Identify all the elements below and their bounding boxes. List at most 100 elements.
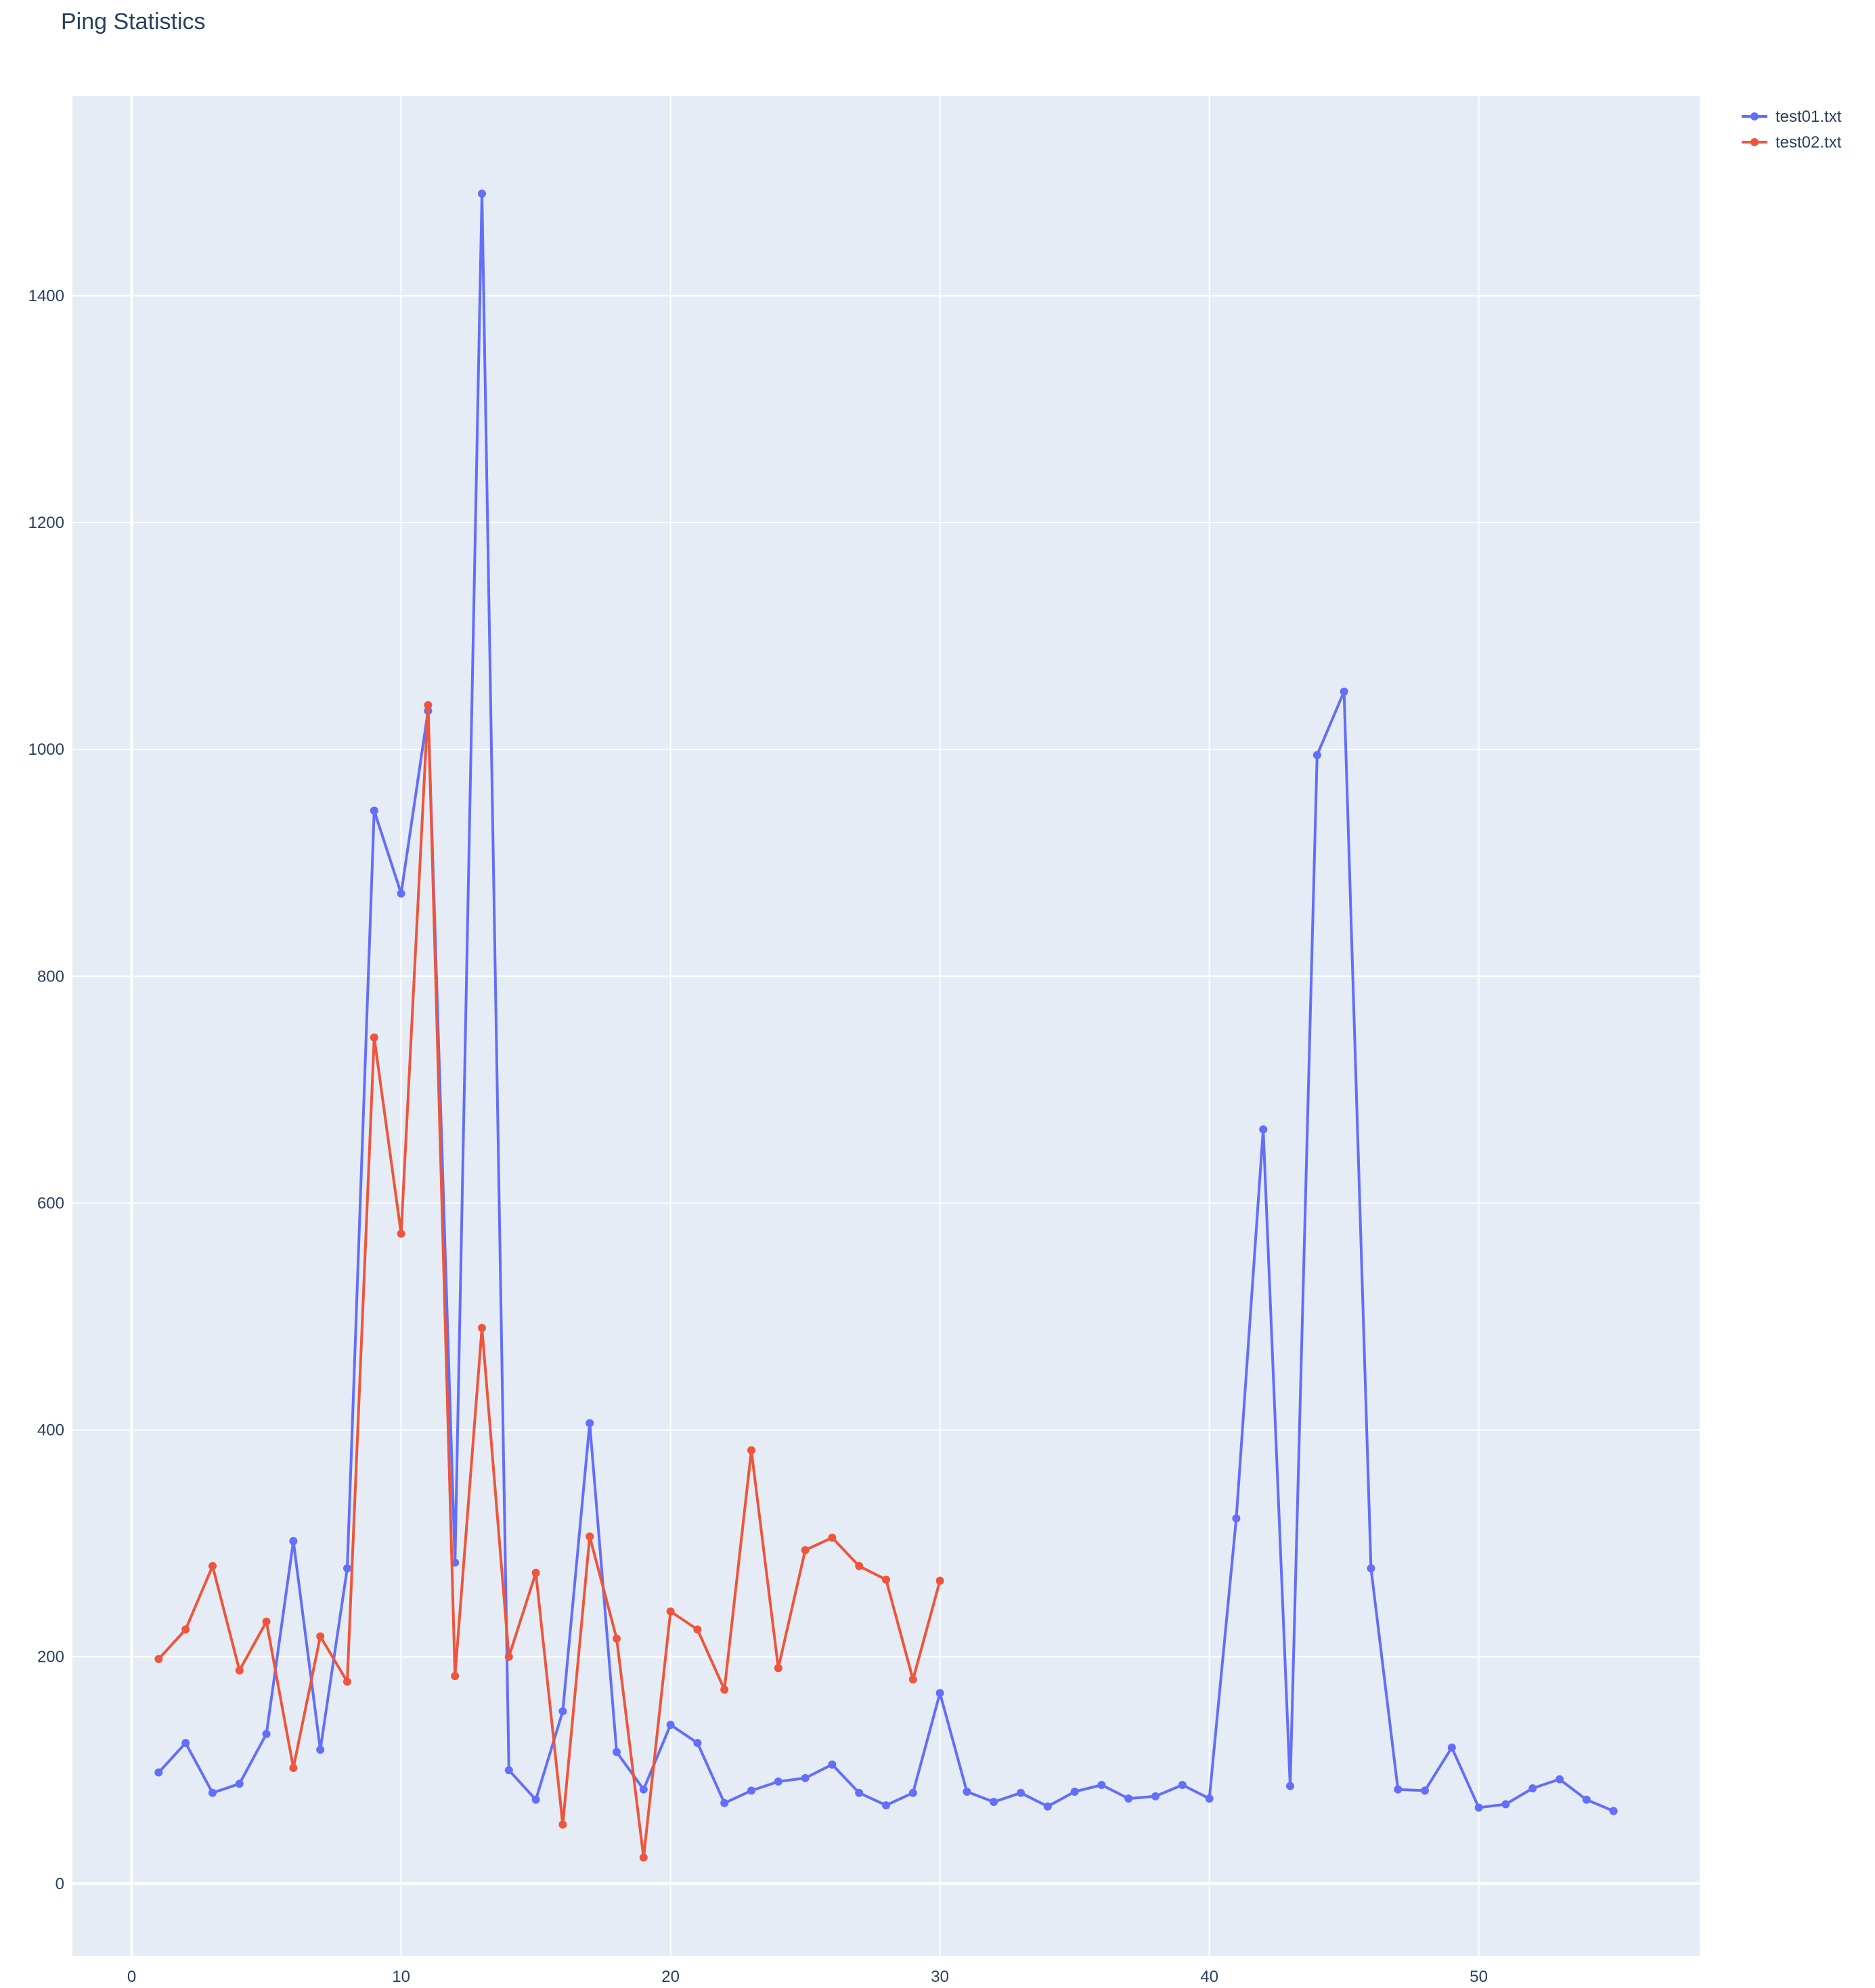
data-point[interactable] [316, 1632, 325, 1641]
data-point[interactable] [558, 1707, 567, 1716]
data-point[interactable] [990, 1798, 998, 1807]
data-point[interactable] [1259, 1125, 1268, 1134]
data-point[interactable] [1367, 1564, 1375, 1572]
data-point[interactable] [801, 1773, 810, 1782]
data-point[interactable] [289, 1763, 298, 1772]
data-point[interactable] [235, 1666, 244, 1675]
data-point[interactable] [208, 1788, 217, 1797]
data-point[interactable] [181, 1738, 190, 1747]
data-point[interactable] [1474, 1803, 1483, 1812]
legend-marker-swatch [1750, 112, 1759, 120]
data-point[interactable] [343, 1677, 351, 1686]
data-point[interactable] [370, 806, 378, 815]
data-point[interactable] [1556, 1775, 1564, 1784]
legend-item[interactable]: test02.txt [1742, 133, 1842, 152]
data-point[interactable] [477, 1323, 486, 1332]
data-point[interactable] [1178, 1780, 1187, 1789]
data-point[interactable] [424, 701, 433, 709]
data-point[interactable] [397, 889, 405, 898]
data-point[interactable] [935, 1689, 944, 1698]
data-point[interactable] [531, 1568, 540, 1577]
legend-label: test01.txt [1775, 108, 1842, 126]
data-point[interactable] [693, 1625, 702, 1634]
data-point[interactable] [747, 1446, 755, 1455]
data-point[interactable] [801, 1546, 810, 1555]
series-line [157, 703, 942, 1859]
data-point[interactable] [586, 1419, 594, 1428]
x-tick-label: 10 [392, 1968, 410, 1985]
data-point[interactable] [1312, 751, 1321, 759]
data-point[interactable] [882, 1575, 890, 1584]
data-point[interactable] [1205, 1794, 1214, 1803]
data-point[interactable] [1340, 687, 1348, 696]
data-point[interactable] [828, 1533, 837, 1542]
data-point[interactable] [1043, 1802, 1052, 1811]
data-point[interactable] [720, 1798, 729, 1807]
y-tick-label: 1400 [28, 287, 64, 305]
data-point[interactable] [154, 1654, 163, 1663]
data-point[interactable] [828, 1760, 837, 1769]
data-point[interactable] [477, 190, 486, 198]
data-point[interactable] [1447, 1743, 1456, 1752]
data-point[interactable] [1528, 1784, 1537, 1793]
data-point[interactable] [882, 1801, 890, 1810]
data-point[interactable] [235, 1780, 244, 1788]
y-tick-label: 0 [56, 1875, 64, 1893]
data-point[interactable] [504, 1652, 513, 1661]
data-point[interactable] [1070, 1788, 1079, 1796]
data-point[interactable] [855, 1788, 864, 1797]
data-point[interactable] [963, 1788, 971, 1796]
legend-marker-swatch [1750, 138, 1759, 146]
data-point[interactable] [1421, 1786, 1430, 1795]
x-tick-label: 30 [931, 1968, 949, 1985]
data-point[interactable] [774, 1664, 782, 1673]
data-point[interactable] [397, 1229, 405, 1238]
data-point[interactable] [343, 1564, 351, 1572]
data-point[interactable] [747, 1786, 755, 1795]
data-point[interactable] [935, 1576, 944, 1585]
y-tick-label: 600 [37, 1194, 64, 1212]
data-point[interactable] [1394, 1785, 1403, 1794]
data-point[interactable] [720, 1685, 729, 1694]
data-point[interactable] [504, 1766, 513, 1775]
data-point[interactable] [908, 1788, 917, 1797]
data-point[interactable] [1017, 1788, 1025, 1797]
data-point[interactable] [531, 1795, 540, 1804]
plot-area [72, 96, 1700, 1956]
series-test02.txt [154, 701, 944, 1862]
data-point[interactable] [1124, 1794, 1133, 1803]
data-point[interactable] [370, 1033, 378, 1042]
data-point[interactable] [316, 1746, 325, 1754]
data-point[interactable] [908, 1675, 917, 1684]
legend-item[interactable]: test01.txt [1742, 108, 1842, 126]
data-point[interactable] [154, 1768, 163, 1777]
data-point[interactable] [1609, 1807, 1618, 1815]
data-point[interactable] [693, 1738, 702, 1747]
data-point[interactable] [289, 1537, 298, 1545]
data-point[interactable] [855, 1562, 864, 1570]
data-point[interactable] [586, 1532, 594, 1541]
data-point[interactable] [612, 1748, 621, 1757]
data-point[interactable] [666, 1607, 675, 1616]
x-tick-label: 0 [127, 1968, 136, 1985]
data-point[interactable] [1097, 1780, 1106, 1789]
data-point[interactable] [1286, 1782, 1295, 1790]
data-point[interactable] [262, 1729, 271, 1738]
data-point[interactable] [262, 1617, 271, 1626]
data-point[interactable] [558, 1820, 567, 1829]
data-point[interactable] [181, 1625, 190, 1634]
data-point[interactable] [1151, 1792, 1160, 1801]
data-point[interactable] [208, 1562, 217, 1570]
data-point[interactable] [1501, 1800, 1510, 1809]
data-point[interactable] [1232, 1514, 1241, 1523]
data-point[interactable] [666, 1721, 675, 1729]
series-layer [154, 190, 1618, 1862]
data-point[interactable] [774, 1777, 782, 1786]
x-tick-label: 50 [1470, 1968, 1488, 1985]
legend[interactable]: test01.txt test02.txt [1742, 108, 1842, 152]
data-point[interactable] [451, 1672, 460, 1681]
data-point[interactable] [639, 1853, 648, 1862]
data-point[interactable] [612, 1634, 621, 1643]
data-point[interactable] [639, 1785, 648, 1794]
data-point[interactable] [1582, 1795, 1591, 1804]
